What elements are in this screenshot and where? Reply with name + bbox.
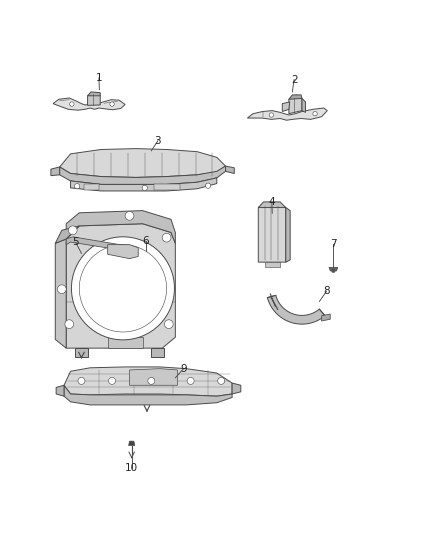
- Circle shape: [70, 102, 74, 106]
- Circle shape: [162, 233, 171, 242]
- Circle shape: [313, 111, 317, 116]
- Polygon shape: [283, 102, 290, 111]
- Polygon shape: [88, 92, 100, 96]
- Polygon shape: [130, 369, 177, 385]
- Polygon shape: [258, 203, 286, 262]
- Polygon shape: [151, 348, 164, 357]
- Text: 8: 8: [323, 286, 330, 296]
- Text: 7: 7: [330, 239, 337, 249]
- Text: 6: 6: [142, 236, 149, 246]
- Text: 5: 5: [72, 238, 79, 247]
- Polygon shape: [321, 314, 330, 321]
- Polygon shape: [66, 224, 175, 348]
- Polygon shape: [64, 367, 232, 396]
- Polygon shape: [60, 149, 226, 177]
- Circle shape: [187, 377, 194, 384]
- Polygon shape: [289, 95, 302, 114]
- Polygon shape: [226, 166, 234, 174]
- Polygon shape: [55, 239, 66, 348]
- Polygon shape: [56, 385, 64, 396]
- Text: 2: 2: [291, 75, 297, 85]
- Circle shape: [164, 320, 173, 328]
- Polygon shape: [153, 184, 180, 190]
- Polygon shape: [51, 167, 60, 176]
- Polygon shape: [129, 441, 135, 446]
- Circle shape: [79, 245, 166, 332]
- Polygon shape: [55, 226, 79, 244]
- Circle shape: [205, 183, 211, 188]
- Polygon shape: [66, 211, 175, 244]
- Circle shape: [57, 285, 66, 294]
- Polygon shape: [302, 99, 305, 112]
- Circle shape: [269, 113, 274, 117]
- Text: 10: 10: [125, 463, 138, 473]
- Polygon shape: [265, 262, 280, 268]
- Circle shape: [68, 226, 77, 235]
- Polygon shape: [108, 245, 138, 259]
- Polygon shape: [108, 337, 143, 348]
- Polygon shape: [289, 95, 302, 99]
- Polygon shape: [329, 268, 338, 271]
- Polygon shape: [84, 184, 99, 190]
- Circle shape: [110, 102, 114, 106]
- Circle shape: [148, 377, 155, 384]
- Polygon shape: [66, 237, 125, 251]
- Polygon shape: [75, 348, 88, 357]
- Polygon shape: [232, 383, 241, 394]
- Polygon shape: [64, 385, 232, 405]
- Circle shape: [109, 377, 116, 384]
- Circle shape: [218, 377, 225, 384]
- Polygon shape: [60, 166, 226, 184]
- Text: 1: 1: [95, 73, 102, 83]
- Circle shape: [332, 269, 335, 272]
- Circle shape: [78, 377, 85, 384]
- Polygon shape: [286, 207, 290, 262]
- Circle shape: [71, 237, 174, 340]
- Polygon shape: [53, 98, 125, 110]
- Circle shape: [65, 320, 74, 328]
- Circle shape: [142, 185, 148, 190]
- Circle shape: [74, 183, 80, 189]
- Text: 4: 4: [268, 197, 275, 207]
- Circle shape: [80, 246, 166, 331]
- Polygon shape: [258, 202, 286, 207]
- Text: 9: 9: [180, 364, 187, 374]
- Circle shape: [125, 212, 134, 220]
- Polygon shape: [88, 93, 100, 106]
- Polygon shape: [267, 295, 325, 324]
- Text: 3: 3: [155, 136, 161, 146]
- Polygon shape: [247, 108, 327, 120]
- Polygon shape: [71, 178, 217, 191]
